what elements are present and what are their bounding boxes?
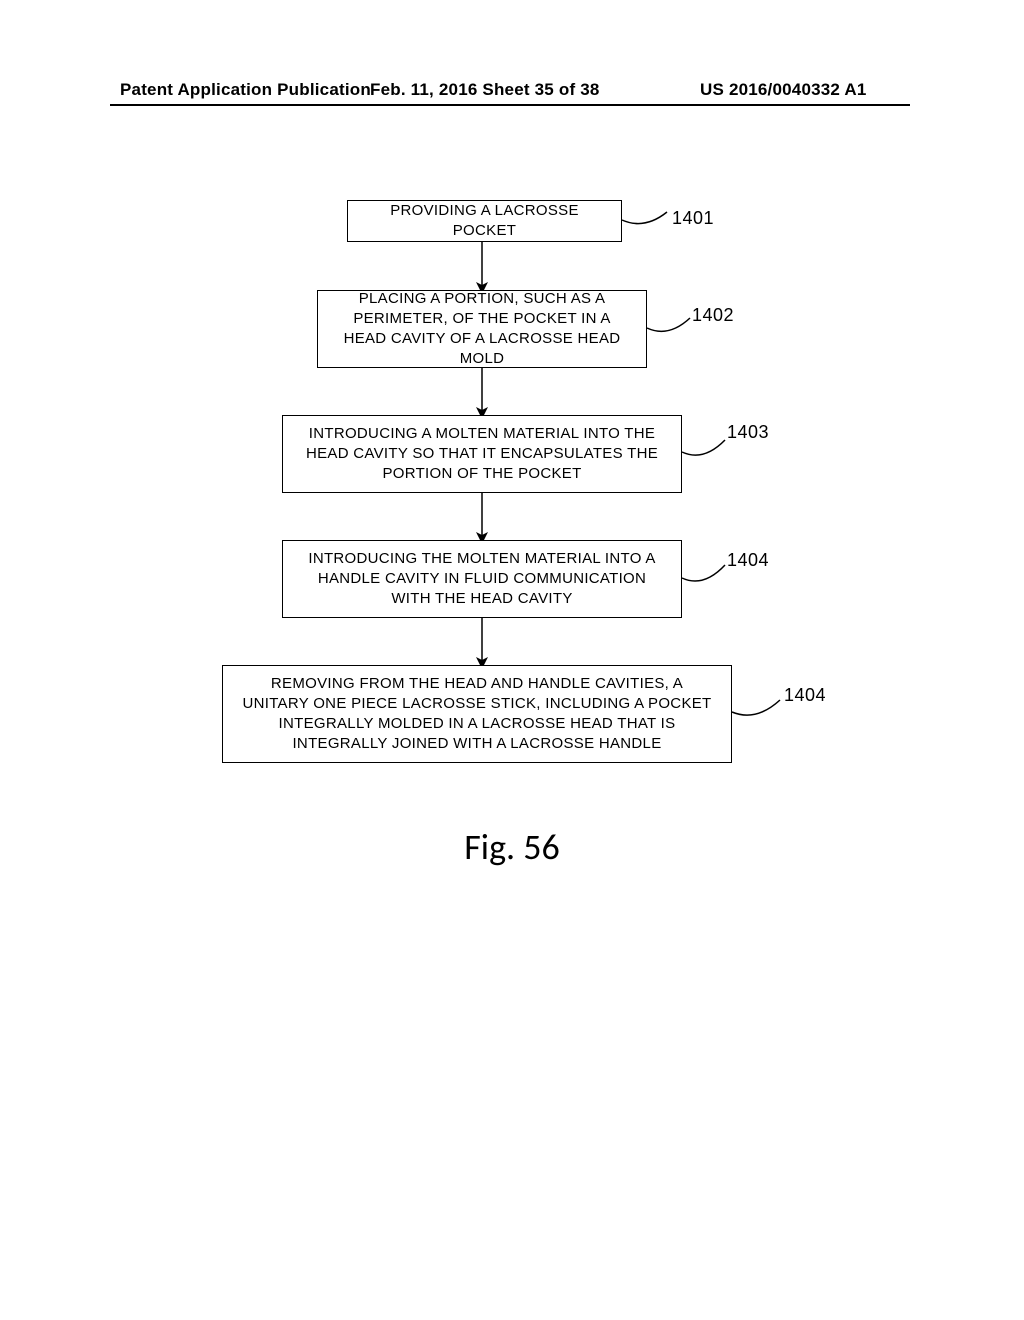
header-right: US 2016/0040332 A1	[700, 80, 867, 100]
header-mid: Feb. 11, 2016 Sheet 35 of 38	[370, 80, 600, 100]
header-rule	[110, 104, 910, 106]
flowchart-node-label: 1402	[692, 305, 734, 326]
page: Patent Application Publication Feb. 11, …	[0, 0, 1024, 1320]
flowchart-node-label: 1404	[727, 550, 769, 571]
header-left: Patent Application Publication	[120, 80, 371, 100]
flowchart-node-label: 1403	[727, 422, 769, 443]
figure-caption: Fig. 56	[162, 825, 862, 869]
flowchart-node: INTRODUCING A MOLTEN MATERIAL INTO THE H…	[282, 415, 682, 493]
flowchart-node: INTRODUCING THE MOLTEN MATERIAL INTO A H…	[282, 540, 682, 618]
flowchart-node: REMOVING FROM THE HEAD AND HANDLE CAVITI…	[222, 665, 732, 763]
flowchart-node: PLACING A PORTION, SUCH AS A PERIMETER, …	[317, 290, 647, 368]
flowchart-node: PROVIDING A LACROSSE POCKET	[347, 200, 622, 242]
flowchart-node-label: 1401	[672, 208, 714, 229]
flowchart-node-label: 1404	[784, 685, 826, 706]
